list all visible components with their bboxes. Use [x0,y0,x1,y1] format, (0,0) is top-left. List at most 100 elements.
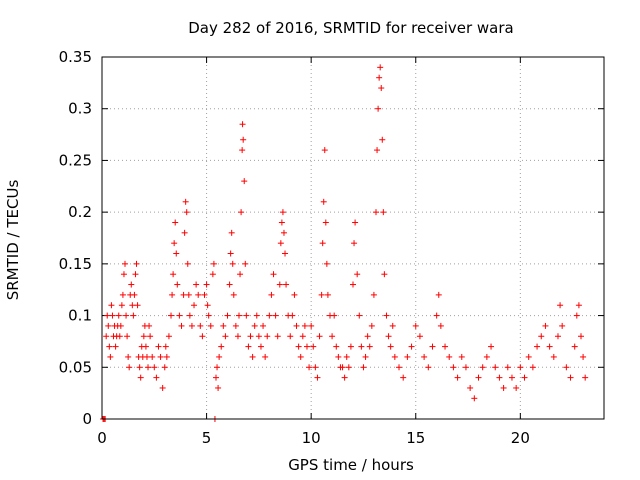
data-point [362,353,369,360]
data-point [245,343,252,350]
y-tick-label: 0.05 [59,358,92,376]
data-point [188,322,195,329]
data-point [118,302,125,309]
data-point [109,312,116,319]
data-point [257,343,264,350]
data-point [287,333,294,340]
data-point [137,374,144,381]
data-point [107,353,114,360]
data-point [266,312,273,319]
data-point [247,333,254,340]
data-point [157,353,164,360]
data-point [550,353,557,360]
data-point [171,240,178,247]
data-point [159,384,166,391]
data-point [458,353,465,360]
data-point [277,240,284,247]
data-point [112,343,119,350]
data-point [383,312,390,319]
data-point [264,333,271,340]
data-point [425,364,432,371]
data-point [145,364,152,371]
data-point [323,260,330,267]
data-point [183,209,190,216]
data-point [242,260,249,267]
data-point [243,312,250,319]
data-point [210,260,217,267]
data-point [174,281,181,288]
data-point [360,364,367,371]
data-point [173,250,180,257]
data-point [142,343,149,350]
data-point [391,353,398,360]
data-point [146,322,153,329]
data-point [204,302,211,309]
data-point [237,271,244,278]
data-point [379,136,386,143]
data-point [376,74,383,81]
data-point [504,364,511,371]
data-point [580,353,587,360]
data-point [381,271,388,278]
data-point [563,364,570,371]
data-point [216,353,223,360]
data-point [554,333,561,340]
data-point [347,343,354,350]
y-tick-label: 0 [82,410,92,428]
data-point [375,105,382,112]
x-tick-label: 5 [202,429,212,447]
data-point [377,64,384,71]
data-point [467,384,474,391]
data-point [559,322,566,329]
data-point [373,209,380,216]
data-point [276,281,283,288]
data-point [322,219,329,226]
data-point [370,291,377,298]
data-point [129,302,136,309]
data-point [374,147,381,154]
data-point [412,322,419,329]
data-point [151,364,158,371]
data-point [117,322,124,329]
data-point [205,312,212,319]
plot-frame [101,56,605,420]
data-point [462,364,469,371]
data-point [339,364,346,371]
y-tick-label: 0.1 [68,307,92,325]
data-point [557,302,564,309]
data-point [143,353,150,360]
data-point [184,260,191,267]
data-point [351,240,358,247]
data-point [278,219,285,226]
data-point [122,260,129,267]
data-point [147,333,154,340]
data-point [169,291,176,298]
data-point [130,312,137,319]
data-point [120,271,127,278]
data-point [299,333,306,340]
data-point [345,364,352,371]
data-point [454,374,461,381]
data-point [341,374,348,381]
data-point [350,281,356,288]
data-point [249,353,256,360]
data-point [103,333,110,340]
data-point [280,229,287,236]
data-point [239,147,246,154]
y-tick-label: 0.3 [68,100,92,118]
data-point [492,364,499,371]
data-point [297,353,304,360]
data-point [385,333,392,340]
data-point [306,364,313,371]
data-point [352,219,359,226]
data-point [433,312,440,319]
data-point [446,353,453,360]
data-point [153,374,160,381]
data-point [228,229,235,236]
data-point [483,353,490,360]
data-point [191,302,198,309]
data-points [100,64,589,422]
data-point [303,343,310,350]
data-point [240,136,247,143]
